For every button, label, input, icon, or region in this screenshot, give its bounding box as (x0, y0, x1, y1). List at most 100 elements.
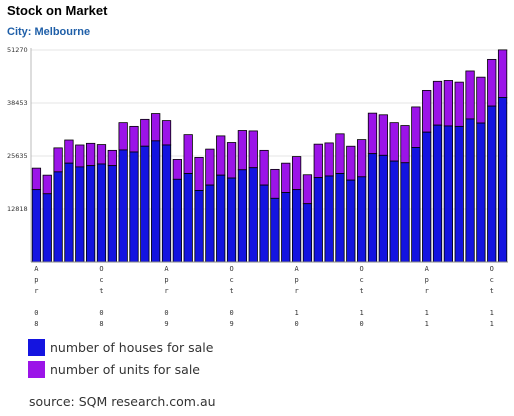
bar-units (313, 143, 323, 179)
bar-houses (476, 122, 486, 263)
x-tick-label: Apr 0 9 (164, 265, 169, 328)
bar-units (443, 80, 454, 127)
bar-units (161, 120, 172, 146)
bar-units (400, 125, 410, 164)
x-tick-char: c (490, 276, 494, 284)
bar-units (357, 139, 367, 178)
bar-houses (129, 151, 139, 263)
bar-units (248, 130, 258, 169)
legend-swatch-houses (28, 338, 45, 356)
x-tick-label: Oct 0 8 (99, 265, 103, 328)
x-tick-label: Apr 1 1 (425, 265, 430, 328)
bar-houses (389, 160, 399, 263)
bar-units (454, 81, 464, 127)
legend-item-houses: number of houses for sale (28, 338, 213, 356)
x-tick-char: 9 (229, 320, 233, 328)
x-tick-label: Apr 0 8 (34, 265, 39, 328)
x-tick-char: r (164, 287, 168, 295)
bar-houses (53, 171, 63, 263)
bar-units (411, 106, 421, 148)
bar-houses (31, 189, 42, 263)
bar-houses (161, 144, 172, 263)
chart-title: Stock on Market (7, 3, 108, 18)
x-tick-char: p (34, 276, 38, 284)
bar-houses (443, 125, 454, 263)
x-tick-char: A (34, 265, 39, 273)
x-tick-char: r (34, 287, 38, 295)
x-tick-char: p (294, 276, 298, 284)
bar-houses (378, 154, 388, 263)
bar-houses (259, 184, 269, 263)
bar-units (85, 142, 96, 167)
bar-units (53, 147, 63, 173)
x-tick-char: A (294, 265, 299, 273)
bar-houses (313, 177, 323, 263)
x-tick-char: r (294, 287, 298, 295)
x-tick-char: 1 (425, 309, 429, 317)
source-note: source: SQM research.com.au (29, 394, 216, 409)
bar-houses (281, 192, 291, 263)
bar-houses (487, 105, 497, 263)
x-tick-char: 9 (164, 320, 168, 328)
bar-houses (411, 147, 421, 263)
bar-houses (367, 153, 378, 263)
bar-houses (357, 176, 367, 263)
bar-units (64, 139, 74, 164)
bar-units (194, 156, 204, 191)
bar-units (487, 58, 497, 107)
bar-units (378, 114, 388, 156)
x-tick-char: 1 (360, 309, 364, 317)
bar-houses (346, 179, 356, 263)
x-tick-char: A (164, 265, 169, 273)
x-tick-char: t (229, 287, 233, 295)
x-tick-label: Oct 1 0 (360, 265, 364, 328)
bar-units (270, 168, 280, 199)
x-tick-label: Oct 1 1 (490, 265, 494, 328)
x-tick-char: O (490, 265, 494, 273)
bar-houses (172, 178, 182, 263)
x-tick-char: 0 (164, 309, 168, 317)
legend-label-units: number of units for sale (50, 361, 200, 377)
bar-houses (216, 174, 226, 263)
bar-houses (324, 175, 334, 263)
bar-units (237, 130, 248, 171)
x-tick-char: 0 (360, 320, 364, 328)
bar-units (422, 89, 432, 133)
legend-swatch-units (28, 360, 45, 378)
bar-units (291, 156, 302, 191)
x-tick-char: t (490, 287, 494, 295)
bar-houses (107, 165, 117, 263)
x-tick-char: O (360, 265, 364, 273)
y-tick-label: 51270 (7, 46, 28, 54)
x-tick-char: c (229, 276, 233, 284)
bar-houses (432, 124, 443, 263)
bar-units (259, 149, 269, 186)
bar-houses (140, 145, 150, 263)
x-tick-char: 1 (490, 309, 494, 317)
x-tick-char: r (425, 287, 429, 295)
x-tick-label: Apr 1 0 (294, 265, 299, 328)
bar-units (140, 118, 150, 147)
bar-units (129, 125, 139, 153)
bar-units (432, 80, 443, 126)
bar-units (497, 49, 508, 98)
legend-item-units: number of units for sale (28, 360, 200, 378)
legend-label-houses: number of houses for sale (50, 339, 214, 355)
x-tick-char: 0 (294, 320, 298, 328)
bar-houses (183, 173, 193, 263)
bar-houses (497, 97, 508, 263)
bar-units (346, 145, 356, 181)
y-tick-label: 38453 (7, 99, 28, 107)
bar-units (324, 142, 334, 177)
y-axis-ticks: 12818 25635 38453 51270 (7, 46, 28, 213)
y-tick-label: 12818 (7, 205, 28, 213)
bar-houses (335, 173, 345, 263)
bar-houses (400, 162, 410, 263)
x-tick-char: 1 (490, 320, 494, 328)
bar-houses (194, 190, 204, 263)
bar-units (183, 134, 193, 174)
bar-units (226, 142, 237, 179)
bar-houses (205, 184, 215, 263)
bar-houses (118, 149, 128, 263)
